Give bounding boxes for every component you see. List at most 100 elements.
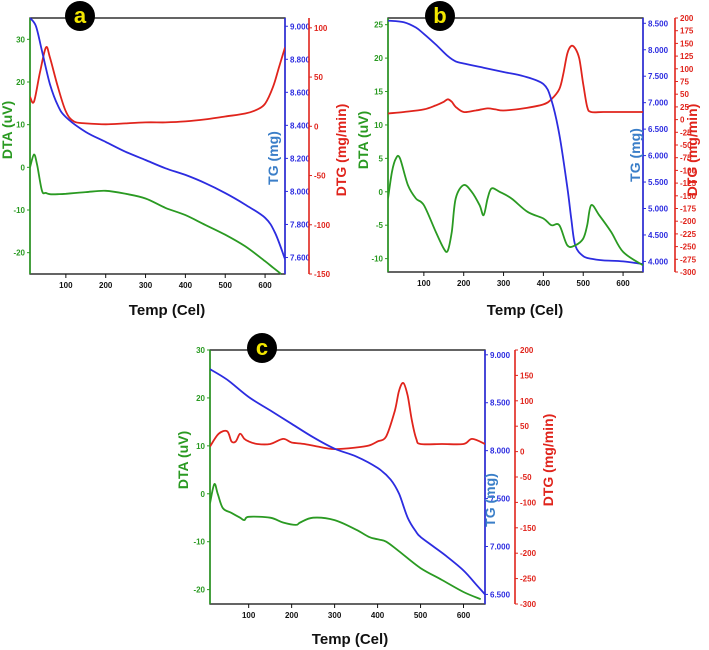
tg-tick-label: 7.000	[490, 542, 511, 551]
dta-tick-label: 15	[374, 88, 383, 97]
dtg-tick-label: -100	[520, 498, 537, 507]
tg-series-line	[210, 368, 485, 595]
dta-axis-label: DTA (uV)	[355, 111, 371, 169]
tg-tick-label: 8.200	[290, 154, 311, 163]
dtg-tick-label: 25	[680, 103, 689, 112]
dtg-tick-label: -25	[680, 128, 692, 137]
tg-axis-label: TG (mg)	[482, 473, 498, 527]
dtg-tick-label: -100	[680, 166, 697, 175]
dtg-axis-label: DTG (mg/min)	[333, 104, 349, 197]
x-tick-label: 600	[616, 279, 630, 288]
dta-tick-label: -10	[13, 206, 25, 215]
dtg-tick-label: 0	[314, 122, 319, 131]
dtg-axis: 100 50 0 -50 -100 -150	[308, 18, 331, 279]
dtg-tick-label: 50	[520, 422, 529, 431]
dtg-tick-label: -300	[520, 600, 537, 609]
x-tick-label: 600	[258, 281, 272, 290]
dtg-tick-label: -275	[680, 255, 697, 264]
dtg-tick-label: -50	[314, 172, 326, 181]
dta-axis-label: DTA (uV)	[175, 431, 191, 489]
tg-tick-label: 7.600	[290, 253, 311, 262]
dtg-tick-label: -75	[680, 154, 692, 163]
x-tick-label: 500	[219, 281, 233, 290]
dtg-series-line	[210, 382, 485, 451]
dtg-tick-label: -150	[680, 192, 697, 201]
dtg-tick-label: -175	[680, 205, 697, 214]
dtg-tick-label: 100	[520, 397, 534, 406]
dtg-tick-label: 200	[680, 14, 694, 23]
dta-series-line	[210, 483, 482, 601]
dta-tick-label: 10	[374, 121, 383, 130]
x-tick-label: 300	[139, 281, 153, 290]
tg-axis: 9.000 8.500 8.000 7.500 7.000 6.500	[484, 350, 511, 604]
dta-tick-label: -20	[193, 586, 205, 595]
dta-tick-label: -20	[13, 249, 25, 258]
dtg-axis: 200 175 150 125 100 75 50 25 0 -25 -50 -75 -100 -125 -…	[674, 14, 697, 277]
dtg-tick-label: 150	[520, 371, 534, 380]
dtg-tick-label: 0	[520, 448, 525, 457]
dtg-tick-label: -150	[314, 270, 331, 279]
dta-tick-label: 5	[379, 154, 384, 163]
dtg-axis-label: DTG (mg/min)	[684, 104, 700, 197]
x-tick-label: 500	[414, 611, 428, 620]
plot-frame	[387, 17, 644, 273]
plot-frame	[209, 349, 486, 605]
dtg-tick-label: 200	[520, 346, 534, 355]
x-tick-label: 100	[242, 611, 256, 620]
panel-badge	[65, 1, 95, 31]
x-tick-label: 300	[497, 279, 511, 288]
tg-axis: 8.500 8.000 7.500 7.000 6.500 6.000 5.500 5.000…	[642, 18, 669, 272]
dta-tick-label: 20	[374, 54, 383, 63]
plot-frame	[29, 17, 286, 275]
dtg-tick-label: 125	[680, 52, 694, 61]
tg-tick-label: 6.500	[490, 590, 511, 599]
tg-tick-label: 9.000	[290, 22, 311, 31]
dtg-tick-label: -100	[314, 221, 331, 230]
x-tick-label: 200	[285, 611, 299, 620]
tg-tick-label: 8.500	[648, 19, 669, 28]
dtg-tick-label: -200	[680, 217, 697, 226]
tg-tick-label: 8.600	[290, 88, 311, 97]
tg-tick-label: 6.000	[648, 152, 669, 161]
panel-badge	[425, 1, 455, 31]
tg-tick-label: 6.500	[648, 125, 669, 134]
tg-tick-label: 8.000	[648, 46, 669, 55]
x-axis: 100 200 300 400 500 600	[242, 604, 471, 620]
dta-axis-label: DTA (uV)	[0, 101, 15, 159]
x-tick-label: 400	[537, 279, 551, 288]
tg-tick-label: 7.800	[290, 220, 311, 229]
tg-axis-label: TG (mg)	[627, 128, 643, 182]
tg-tick-label: 8.000	[290, 187, 311, 196]
dtg-tick-label: 50	[314, 73, 323, 82]
dta-tick-label: 30	[16, 35, 25, 44]
dta-axis: 30 20 10 0 -10 -20	[13, 18, 31, 274]
dtg-tick-label: -300	[680, 268, 697, 277]
dtg-tick-label: 100	[680, 65, 694, 74]
x-tick-label: 200	[457, 279, 471, 288]
tg-tick-label: 8.500	[490, 399, 511, 408]
dta-tick-label: 10	[196, 442, 205, 451]
tg-axis: 9.000 8.800 8.600 8.400 8.200 8.000 7.800 7.600	[284, 18, 311, 274]
tg-tick-label: 4.000	[648, 257, 669, 266]
x-axis-label: Temp (Cel)	[487, 302, 563, 319]
x-axis: 100 200 300 400 500 600	[59, 274, 272, 290]
dtg-series-line	[388, 44, 643, 115]
dtg-tick-label: 150	[680, 39, 694, 48]
x-tick-label: 400	[371, 611, 385, 620]
dta-tick-label: 20	[16, 78, 25, 87]
dtg-tick-label: -250	[520, 575, 537, 584]
dtg-tick-label: -50	[680, 141, 692, 150]
tg-tick-label: 7.500	[648, 72, 669, 81]
dtg-tick-label: -200	[520, 549, 537, 558]
dtg-tick-label: 50	[680, 90, 689, 99]
tg-tick-label: 8.800	[290, 55, 311, 64]
x-tick-label: 300	[328, 611, 342, 620]
dta-tick-label: 0	[21, 163, 26, 172]
x-tick-label: 200	[99, 281, 113, 290]
tg-tick-label: 8.400	[290, 121, 311, 130]
tg-tick-label: 8.000	[490, 447, 511, 456]
